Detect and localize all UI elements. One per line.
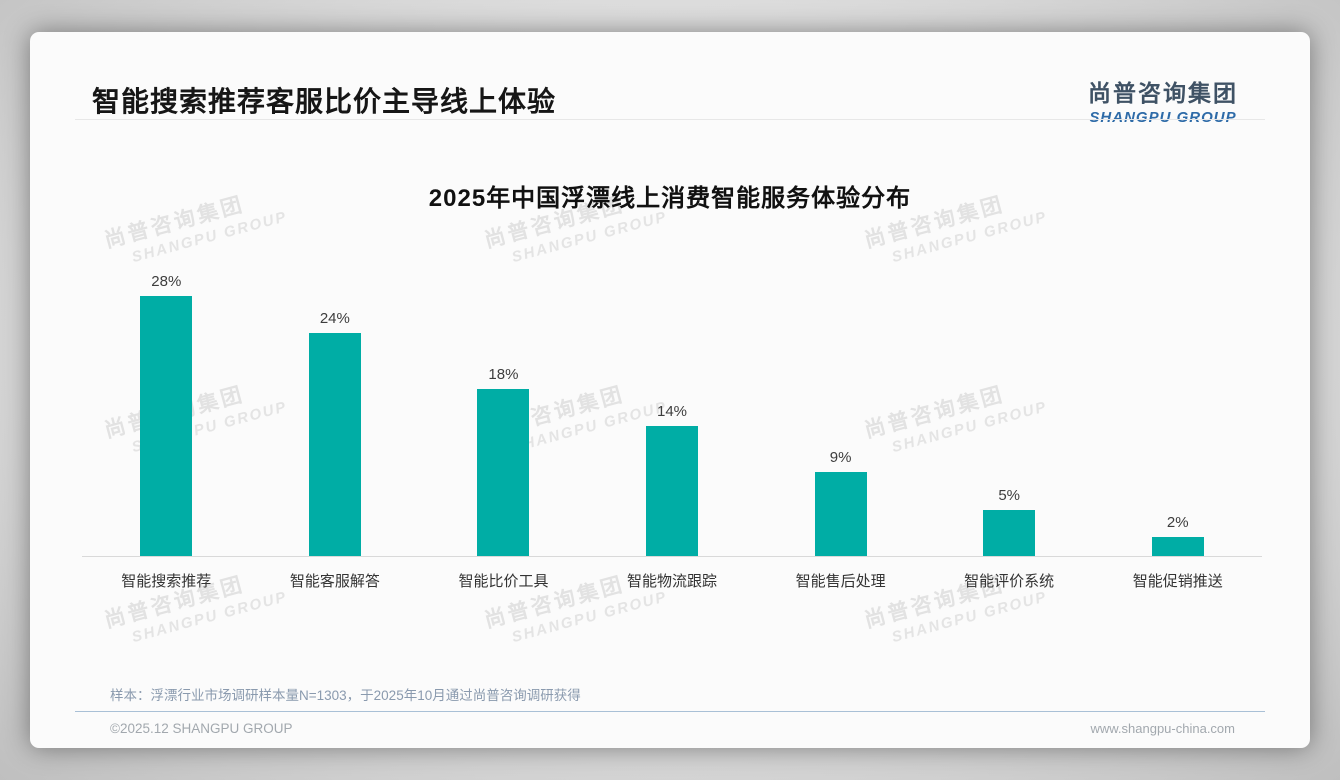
watermark-english: SHANGPU GROUP bbox=[130, 588, 290, 647]
category-row: 智能搜索推荐 智能客服解答 智能比价工具 智能物流跟踪 智能售后处理 智能评价系统 智能促销… bbox=[82, 570, 1262, 591]
bar-value-label: 9% bbox=[829, 449, 852, 467]
bar-category-label: 智能促销推送 bbox=[1132, 573, 1223, 590]
watermark-english: SHANGPU GROUP bbox=[890, 208, 1050, 267]
bar bbox=[477, 388, 530, 556]
bar-category-label: 智能比价工具 bbox=[458, 573, 549, 590]
chart-title: 2025年中国浮漂线上消费智能服务体验分布 bbox=[428, 185, 912, 212]
company-logo: 尚普咨询集团 SHANGPU GROUP bbox=[1088, 74, 1238, 126]
plot-area: 28% 24% 18% 14% 9% 5% 2% bbox=[82, 266, 1262, 556]
logo-chinese-text: 尚普咨询集团 bbox=[1088, 80, 1238, 106]
header-divider bbox=[75, 119, 1265, 120]
bar-value-label: 2% bbox=[1166, 514, 1189, 532]
bar-value-label: 14% bbox=[657, 402, 688, 420]
bar-category-label: 智能搜索推荐 bbox=[121, 573, 212, 590]
bar-value-label: 28% bbox=[151, 272, 182, 290]
watermark-english: SHANGPU GROUP bbox=[130, 208, 290, 267]
bar-category-label: 智能评价系统 bbox=[964, 573, 1055, 590]
bar-column: 28% bbox=[82, 266, 251, 556]
footer-divider bbox=[75, 711, 1265, 712]
bar bbox=[983, 509, 1036, 556]
watermark-english: SHANGPU GROUP bbox=[510, 208, 670, 267]
bar-column: 2% bbox=[1093, 266, 1262, 556]
bar bbox=[814, 472, 867, 556]
bar-column: 24% bbox=[251, 266, 420, 556]
bar-category-label: 智能物流跟踪 bbox=[627, 573, 718, 590]
page-title: 智能搜索推荐客服比价主导线上体验 bbox=[92, 86, 557, 117]
watermark-english: SHANGPU GROUP bbox=[510, 588, 670, 647]
bar bbox=[308, 332, 361, 556]
bar-value-label: 24% bbox=[319, 309, 350, 327]
copyright-text: ©2025.12 SHANGPU GROUP bbox=[110, 721, 293, 736]
logo-english-text: SHANGPU GROUP bbox=[1089, 109, 1237, 126]
bar bbox=[140, 295, 193, 556]
bar-category-label: 智能客服解答 bbox=[289, 573, 380, 590]
watermark-english: SHANGPU GROUP bbox=[890, 588, 1050, 647]
slide-card: 尚普咨询集团 SHANGPU GROUP 尚普咨询集团 SHANGPU GROUP 尚普… bbox=[30, 32, 1310, 748]
bar-column: 9% bbox=[756, 266, 925, 556]
bar-value-label: 18% bbox=[488, 365, 519, 383]
bar-value-label: 5% bbox=[998, 486, 1021, 504]
bar bbox=[646, 425, 699, 556]
bar-column: 18% bbox=[419, 266, 588, 556]
sample-note: 样本：浮漂行业市场调研样本量N=1303，于2025年10月通过尚普咨询调研获得 bbox=[110, 688, 581, 703]
bar bbox=[1151, 537, 1204, 556]
bar-column: 5% bbox=[925, 266, 1094, 556]
bar-column: 14% bbox=[588, 266, 757, 556]
bar-category-label: 智能售后处理 bbox=[795, 573, 886, 590]
website-url: www.shangpu-china.com bbox=[1090, 721, 1235, 736]
x-axis-line bbox=[82, 556, 1262, 557]
